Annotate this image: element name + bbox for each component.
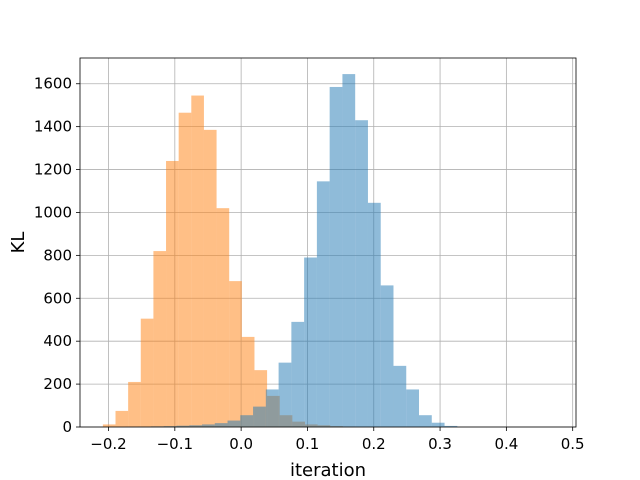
x-tick-label: 0.2: [362, 435, 386, 453]
histogram-bar-series-2: [342, 74, 356, 427]
y-tick-label: 200: [43, 375, 72, 393]
histogram-bar-series-2: [393, 365, 407, 427]
histogram-bar-series-1: [229, 281, 242, 427]
y-tick-label: 600: [43, 289, 72, 307]
histogram-bar-series-2: [176, 425, 190, 427]
histogram-bar-series-1: [128, 381, 141, 427]
y-tick-label: 1400: [34, 118, 72, 136]
histogram-bar-series-2: [380, 285, 394, 427]
histogram-bar-series-1: [241, 336, 255, 427]
y-tick-label: 1200: [34, 161, 72, 179]
histogram-bars: [102, 74, 458, 428]
x-tick-label: −0.2: [90, 435, 126, 453]
histogram-bar-series-2: [253, 406, 266, 427]
y-tick-label: 800: [43, 246, 72, 264]
x-tick-label: 0.0: [229, 435, 253, 453]
histogram-bar-series-2: [444, 425, 458, 427]
histogram-bar-series-2: [304, 257, 317, 427]
histogram-bar-series-2: [406, 389, 420, 427]
histogram-bar-series-2: [189, 425, 203, 427]
y-tick-label: 400: [43, 332, 72, 350]
x-tick-label: 0.1: [296, 435, 320, 453]
histogram-bar-series-1: [115, 410, 129, 427]
histogram-bar-series-2: [240, 415, 254, 427]
histogram-bar-series-2: [265, 389, 279, 427]
histogram-bar-series-2: [227, 420, 241, 427]
axis-ticks: −0.2 −0.1 0.0 0.1 0.2 0.3 0.4 0.5 0 200 400 600 800 1…: [34, 75, 585, 453]
histogram-bar-series-2: [419, 415, 432, 427]
histogram-bar-series-2: [367, 202, 381, 427]
histogram-bar-series-1: [203, 129, 217, 427]
histogram-bar-series-1: [178, 112, 192, 428]
x-tick-label: 0.5: [561, 435, 585, 453]
histogram-bar-series-2: [355, 120, 368, 427]
histogram-bar-series-1: [153, 251, 167, 427]
y-tick-label: 0: [62, 418, 72, 436]
x-axis-label: iteration: [290, 460, 366, 480]
x-tick-label: 0.4: [494, 435, 518, 453]
x-tick-label: −0.1: [157, 435, 193, 453]
histogram-bar-series-1: [102, 424, 116, 427]
y-tick-label: 1000: [34, 203, 72, 221]
histogram-bar-series-2: [202, 424, 215, 427]
histogram-bar-series-2: [316, 181, 330, 427]
y-tick-label: 1600: [34, 75, 72, 93]
y-axis-label: KL: [8, 232, 29, 254]
histogram-bar-series-2: [163, 426, 177, 427]
histogram-bar-series-1: [140, 318, 154, 427]
histogram-bar-series-2: [278, 362, 292, 427]
histogram-bar-series-2: [214, 423, 228, 427]
x-tick-label: 0.3: [428, 435, 452, 453]
histogram-bar-series-2: [431, 422, 445, 427]
histogram-bar-series-1: [191, 95, 204, 427]
histogram-bar-series-2: [329, 86, 343, 427]
plot-frame: [79, 57, 577, 428]
histogram-bar-series-1: [216, 208, 230, 427]
histogram-bar-series-1: [166, 160, 179, 427]
histogram-bar-series-2: [291, 321, 305, 427]
